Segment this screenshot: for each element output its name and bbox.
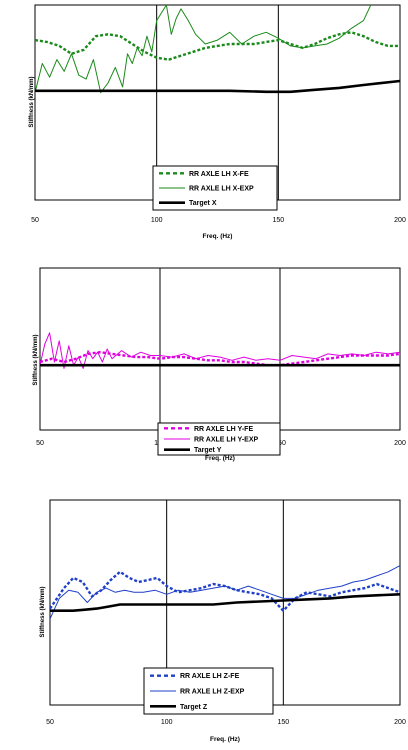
legend: RR AXLE LH Y-FE RR AXLE LH Y-EXP Target Y xyxy=(157,422,281,456)
x-tick-label: 200 xyxy=(394,719,406,726)
legend-label: Target X xyxy=(189,200,217,207)
legend-label: RR AXLE LH Z-FE xyxy=(180,673,240,680)
series-line-2 xyxy=(35,5,372,94)
chart-3: 50 100 150 200 Freq. (Hz) Stiffness (kN/mm) RR… xyxy=(40,499,406,743)
series-line-3 xyxy=(50,593,400,613)
chart-1: 50 100 150 200 Freq. (Hz) Stiffness (kN/mm) RR… xyxy=(29,4,406,240)
series-group xyxy=(50,565,400,620)
x-axis-label: Freq. (Hz) xyxy=(205,455,235,462)
x-tick-label: 150 xyxy=(277,719,289,726)
x-tick-label: 200 xyxy=(394,217,406,224)
x-axis-label: Freq. (Hz) xyxy=(210,736,240,743)
plot-frame xyxy=(39,267,401,431)
series-line-3 xyxy=(35,79,400,94)
y-axis-label: Stiffness (kN/mm) xyxy=(29,76,35,127)
y-axis-label: Stiffness (kN/mm) xyxy=(33,334,39,385)
legend: RR AXLE LH Z-FE RR AXLE LH Z-EXP Target Z xyxy=(143,667,274,715)
series-line-1 xyxy=(35,31,400,61)
x-tick-label: 50 xyxy=(31,217,39,224)
y-axis-label: Stiffness (kN/mm) xyxy=(40,586,46,637)
x-tick-label: 150 xyxy=(272,217,284,224)
series-group xyxy=(35,5,400,94)
series-line-2 xyxy=(40,332,400,369)
legend-label: RR AXLE LH Y-EXP xyxy=(194,437,259,444)
x-tick-label: 50 xyxy=(36,440,44,447)
legend-label: RR AXLE LH Z-EXP xyxy=(180,689,245,696)
legend-label: RR AXLE LH X-EXP xyxy=(189,186,254,193)
legend-label: RR AXLE LH Y-FE xyxy=(194,426,253,433)
x-tick-label: 100 xyxy=(151,217,163,224)
x-tick-label: 50 xyxy=(46,719,54,726)
legend-label: Target Y xyxy=(194,447,222,454)
series-group xyxy=(40,332,400,369)
legend: RR AXLE LH X-FE RR AXLE LH X-EXP Target X xyxy=(152,165,278,211)
legend-label: Target Z xyxy=(180,704,208,711)
x-tick-label: 100 xyxy=(161,719,173,726)
x-tick-label: 200 xyxy=(394,440,406,447)
legend-label: RR AXLE LH X-FE xyxy=(189,171,249,178)
series-line-1 xyxy=(40,351,400,367)
x-axis-label: Freq. (Hz) xyxy=(203,233,233,240)
series-line-1 xyxy=(50,570,400,612)
